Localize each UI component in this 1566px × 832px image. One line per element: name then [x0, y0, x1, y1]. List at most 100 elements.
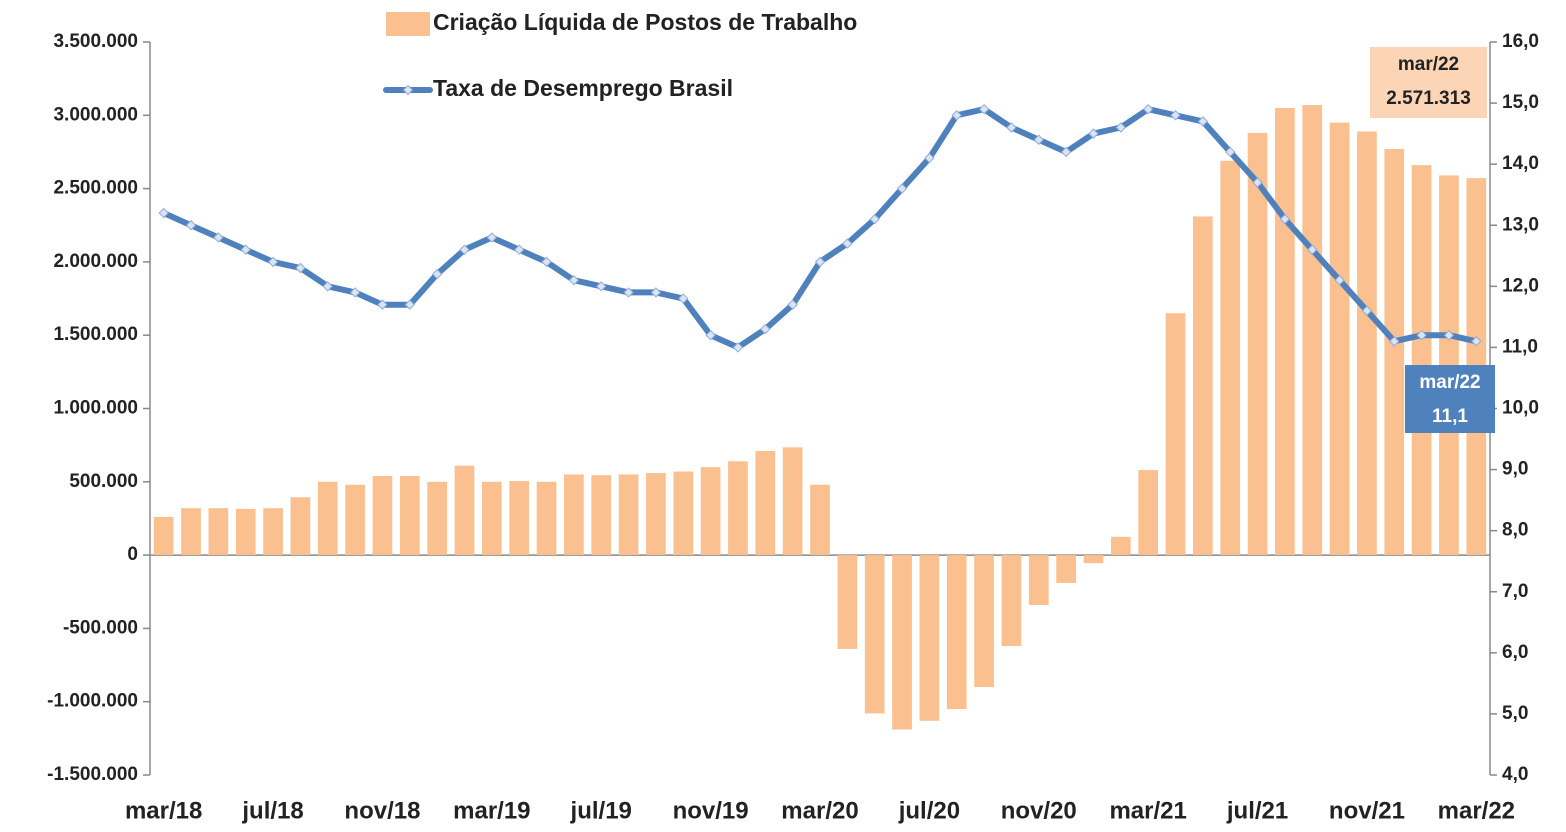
line-marker	[459, 244, 470, 255]
annotation-label: mar/22	[1419, 372, 1480, 393]
line-marker	[1088, 128, 1099, 139]
bar	[946, 555, 967, 710]
line-marker	[513, 244, 525, 255]
bar	[837, 555, 858, 649]
x-tick-label: nov/19	[673, 797, 749, 824]
x-tick-label: nov/20	[1001, 797, 1077, 824]
y2-tick-label: 7,0	[1502, 581, 1528, 602]
bar	[1302, 105, 1323, 556]
bar	[290, 497, 311, 556]
bar	[782, 447, 803, 556]
bar	[1165, 313, 1186, 556]
bar	[1028, 555, 1049, 605]
bar	[728, 461, 748, 556]
line-marker	[623, 287, 634, 298]
y2-tick-label: 6,0	[1502, 642, 1528, 663]
y-tick-label: -500.000	[63, 617, 138, 638]
y2-tick-label: 5,0	[1502, 703, 1528, 724]
bar	[399, 475, 420, 556]
bar	[509, 481, 530, 556]
bar	[974, 555, 994, 688]
line-marker	[1471, 336, 1482, 347]
bar	[919, 555, 940, 721]
y2-tick-label: 14,0	[1502, 153, 1539, 174]
line-marker	[1115, 122, 1127, 133]
legend-label: Taxa de Desemprego Brasil	[433, 75, 733, 101]
y-tick-label: 3.500.000	[53, 31, 138, 52]
line-marker	[705, 329, 716, 341]
line-marker	[377, 299, 388, 310]
line-marker	[185, 220, 197, 231]
line-marker	[541, 256, 552, 268]
line-marker	[349, 287, 361, 298]
y2-tick-label: 4,0	[1502, 764, 1528, 785]
line-marker	[596, 281, 607, 292]
bar	[564, 474, 584, 556]
line-marker	[678, 293, 689, 304]
y-tick-label: 3.000.000	[53, 104, 138, 125]
bar	[181, 508, 201, 556]
x-tick-label: mar/19	[453, 797, 530, 824]
bar	[618, 474, 639, 556]
line-marker	[240, 244, 251, 255]
line-marker	[431, 268, 443, 280]
bar	[1138, 470, 1159, 556]
legend-swatch	[386, 12, 430, 36]
bar	[755, 451, 776, 556]
x-tick-label: jul/20	[898, 797, 960, 824]
annotation-box	[1405, 365, 1495, 433]
bar	[263, 508, 283, 556]
bar	[864, 555, 885, 714]
bar	[1329, 122, 1350, 556]
line-marker	[896, 183, 908, 194]
legend-marker	[402, 84, 414, 96]
x-tick-label: jul/21	[1226, 797, 1288, 824]
line-marker	[486, 232, 498, 243]
line-marker	[1252, 177, 1263, 188]
line-marker	[1334, 275, 1345, 286]
line-marker	[404, 299, 416, 310]
line-marker	[1361, 305, 1373, 316]
bar	[317, 481, 338, 556]
bar	[1001, 555, 1022, 646]
y-tick-label: 1.500.000	[53, 324, 138, 345]
line-marker	[760, 323, 771, 335]
y2-tick-label: 16,0	[1502, 31, 1539, 52]
bar	[481, 481, 502, 556]
line-marker	[1060, 146, 1072, 158]
line-marker	[1279, 213, 1291, 225]
y2-tick-label: 15,0	[1502, 92, 1539, 113]
bar	[700, 467, 721, 556]
bar	[1247, 132, 1268, 556]
bar	[1193, 216, 1213, 556]
x-tick-label: mar/20	[781, 797, 858, 824]
line-marker	[1307, 244, 1318, 255]
bar	[1056, 555, 1076, 583]
y-tick-label: -1.000.000	[47, 691, 138, 712]
bar	[1384, 149, 1405, 556]
x-tick-label: jul/18	[241, 797, 303, 824]
y-tick-label: 0	[127, 544, 138, 565]
x-tick-label: jul/19	[570, 797, 632, 824]
line-marker	[213, 232, 224, 243]
bar	[673, 471, 694, 556]
y-tick-label: 2.500.000	[53, 178, 138, 199]
bar	[345, 484, 365, 556]
line-marker	[951, 110, 962, 121]
bar	[536, 481, 557, 556]
bar	[1357, 131, 1377, 556]
y2-tick-label: 12,0	[1502, 275, 1539, 296]
y2-tick-label: 9,0	[1502, 459, 1528, 480]
y-tick-label: 1.000.000	[53, 398, 138, 419]
bar	[1220, 160, 1241, 556]
bar	[591, 475, 612, 556]
line-marker	[1033, 134, 1044, 145]
bar	[1083, 555, 1104, 564]
line-marker	[732, 342, 744, 353]
y2-tick-label: 10,0	[1502, 398, 1539, 419]
annotation-label: 11,1	[1432, 406, 1468, 427]
bar	[235, 508, 256, 556]
x-tick-label: mar/18	[125, 797, 202, 824]
bar	[427, 481, 447, 556]
